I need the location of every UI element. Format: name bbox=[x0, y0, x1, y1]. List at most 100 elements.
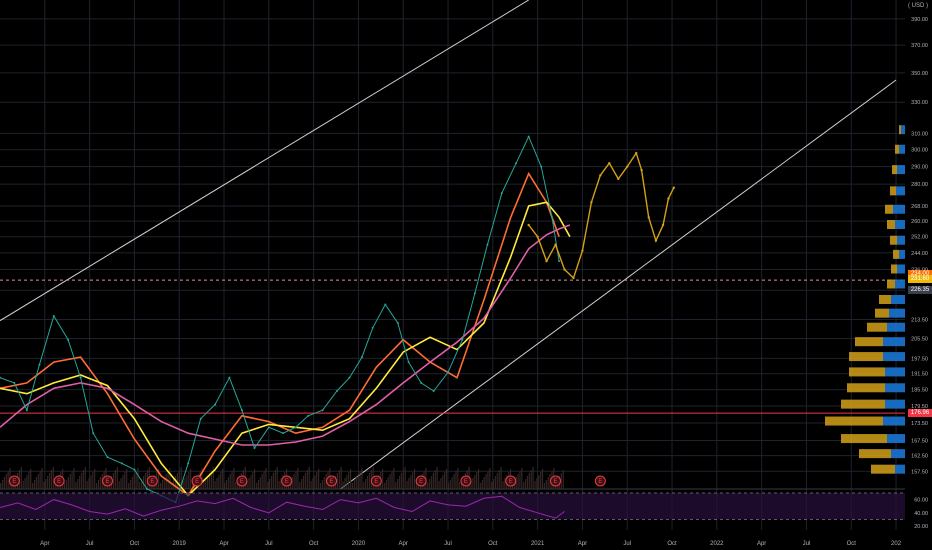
volume-bar bbox=[116, 467, 118, 489]
profile-row-up bbox=[895, 144, 899, 154]
volume-bar bbox=[444, 472, 446, 489]
earnings-marker bbox=[281, 475, 293, 487]
profile-row-down bbox=[891, 294, 905, 304]
volume-bar bbox=[206, 476, 209, 489]
volume-bar bbox=[523, 482, 525, 489]
volume-bar bbox=[318, 469, 320, 489]
volume-bar bbox=[302, 476, 305, 489]
volume-bar bbox=[323, 477, 325, 489]
volume-bar bbox=[120, 478, 122, 489]
volume-bar bbox=[94, 469, 96, 489]
earnings-marker-label: E bbox=[509, 479, 513, 485]
volume-bar bbox=[222, 469, 224, 489]
price-tick-label: 310.00 bbox=[911, 131, 928, 137]
earnings-marker-label: E bbox=[195, 479, 199, 485]
volume-bar bbox=[141, 479, 143, 489]
volume-bar bbox=[436, 467, 438, 489]
price-tick-label: 205.50 bbox=[911, 337, 928, 343]
price-point bbox=[550, 216, 553, 219]
volume-bar bbox=[186, 475, 188, 489]
volume-bar bbox=[438, 481, 440, 489]
time-axis[interactable]: Apr Jul Oct 2019 Apr Jul Oct 2020 Apr Jul Oct 2021 A… bbox=[40, 541, 902, 547]
price-point bbox=[361, 356, 363, 359]
volume-bar bbox=[50, 470, 53, 489]
volume-bar bbox=[479, 483, 482, 489]
price-point bbox=[145, 488, 148, 490]
price-tick-label: 370.00 bbox=[911, 43, 928, 49]
volume-bar bbox=[543, 483, 546, 489]
volume-bar bbox=[528, 473, 530, 489]
volume-bar bbox=[312, 478, 314, 489]
volume-bar bbox=[308, 467, 310, 489]
price-point bbox=[79, 376, 82, 379]
volume-bar bbox=[530, 470, 532, 489]
volume-bar bbox=[133, 474, 135, 489]
profile-row-down bbox=[885, 367, 905, 377]
volume-bar bbox=[429, 479, 431, 489]
profile-row-up bbox=[859, 449, 891, 459]
volume-bar bbox=[415, 483, 418, 489]
volume-bar bbox=[447, 483, 450, 489]
volume-bar bbox=[255, 483, 258, 489]
rsi-axis[interactable]: 60.00 40.00 20.00 bbox=[914, 498, 928, 530]
volume-bar bbox=[248, 478, 250, 489]
price-point bbox=[187, 462, 190, 465]
volume-bar bbox=[95, 483, 98, 489]
volume-bar bbox=[223, 483, 226, 489]
price-point bbox=[25, 409, 28, 412]
volume-bar bbox=[77, 479, 79, 489]
price-point bbox=[267, 426, 270, 429]
volume-bar bbox=[33, 480, 36, 489]
volume-bar bbox=[314, 475, 316, 489]
volume-bar bbox=[410, 475, 412, 489]
volume-bar bbox=[184, 478, 186, 489]
time-tick-label: Oct bbox=[667, 541, 677, 547]
price-tick-label: 167.50 bbox=[911, 439, 928, 445]
projection-point bbox=[640, 168, 643, 172]
volume-bar bbox=[97, 480, 100, 489]
volume-bar bbox=[250, 475, 252, 489]
volume-bar bbox=[400, 473, 402, 489]
volume-bar bbox=[385, 480, 387, 489]
volume-bar bbox=[387, 477, 389, 489]
volume-bar bbox=[0, 483, 2, 489]
earnings-marker-label: E bbox=[285, 479, 289, 485]
volume-bar bbox=[131, 477, 133, 489]
volume-bar bbox=[381, 469, 384, 489]
volume-bar bbox=[336, 473, 339, 489]
volume-bar bbox=[366, 476, 369, 489]
price-point bbox=[38, 363, 41, 366]
price-tick-label: 330.00 bbox=[911, 100, 928, 106]
volume-bar bbox=[161, 480, 164, 489]
volume-bar bbox=[519, 471, 521, 489]
profile-row-down bbox=[883, 416, 905, 426]
earnings-marker bbox=[102, 475, 114, 487]
volume-bar bbox=[397, 479, 399, 489]
volume-bar bbox=[540, 472, 542, 489]
profile-row-up bbox=[871, 464, 895, 474]
price-point bbox=[282, 432, 285, 435]
profile-row-down bbox=[887, 322, 905, 332]
price-point bbox=[384, 303, 387, 306]
volume-bar bbox=[7, 471, 9, 489]
earnings-marker-label: E bbox=[374, 479, 378, 485]
projection-point bbox=[581, 249, 584, 252]
volume-bar bbox=[174, 476, 177, 489]
price-label-badge: 231.60 bbox=[908, 274, 932, 283]
volume-bar bbox=[99, 477, 101, 489]
time-tick-label: Oct bbox=[130, 541, 140, 547]
volume-bar bbox=[477, 469, 480, 489]
volume-bar bbox=[80, 473, 83, 489]
earnings-marker bbox=[191, 475, 203, 487]
volume-bar bbox=[344, 478, 346, 489]
price-point bbox=[335, 389, 338, 392]
volume-bar bbox=[532, 467, 534, 489]
earnings-marker-label: E bbox=[330, 479, 334, 485]
volume-bar bbox=[208, 473, 211, 489]
profile-row-down bbox=[896, 186, 905, 196]
volume-bar bbox=[54, 481, 56, 489]
earnings-marker-label: E bbox=[419, 479, 423, 485]
trend-channel bbox=[0, 0, 897, 490]
